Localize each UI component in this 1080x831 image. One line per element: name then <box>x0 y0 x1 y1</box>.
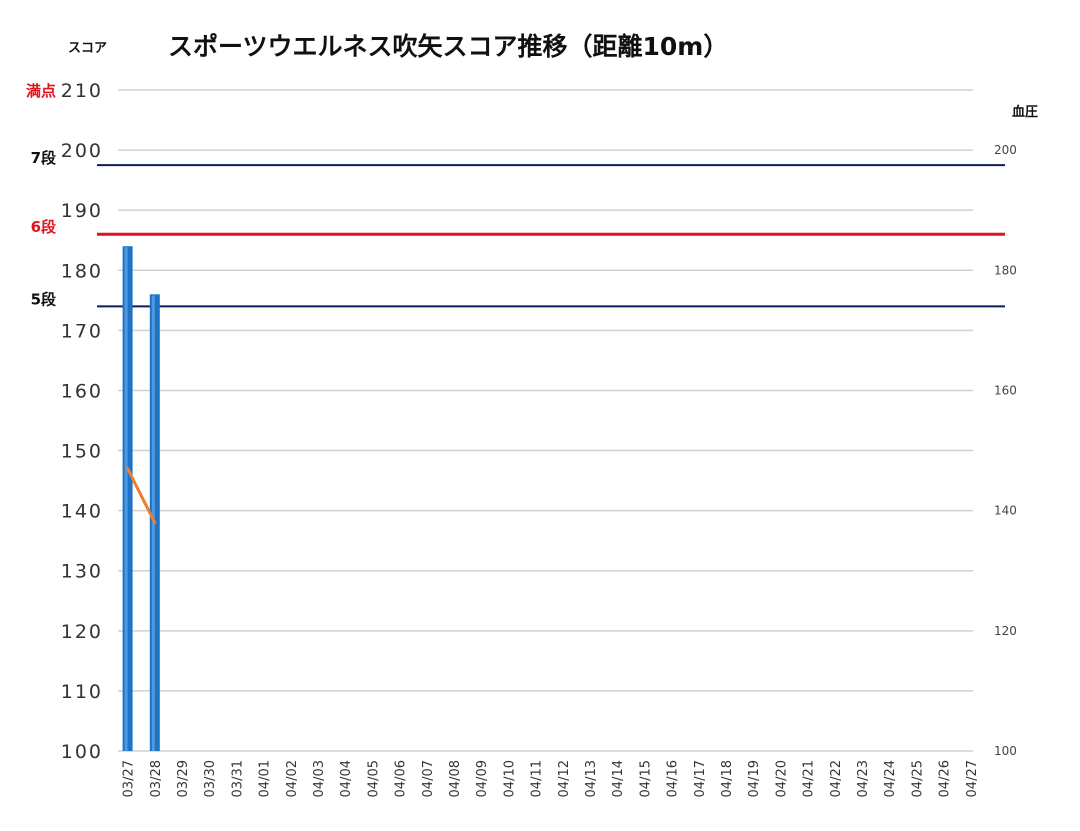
x-tick-label: 04/23 <box>856 760 871 797</box>
x-tick-label: 03/31 <box>230 760 245 797</box>
x-tick-label: 04/08 <box>448 760 463 797</box>
x-tick-label: 04/14 <box>611 760 626 797</box>
y2-tick-label: 120 <box>994 624 1017 638</box>
y-ticks-left: 100 110 120 130 140 150 160 170 180 190 200 210 <box>61 80 103 763</box>
y-tick-label: 130 <box>61 561 103 583</box>
line-series <box>126 467 157 525</box>
y2-tick-label: 180 <box>994 263 1017 277</box>
y-tick-label: 180 <box>61 260 103 282</box>
x-ticks: 03/27 03/28 03/29 03/30 03/31 04/01 04/02 04/03… <box>122 760 980 797</box>
x-tick-label: 04/20 <box>774 760 789 797</box>
reference-label: 7段 <box>31 149 56 167</box>
x-tick-label: 03/30 <box>203 760 218 797</box>
gridlines <box>118 89 973 752</box>
x-tick-label: 03/27 <box>122 760 137 797</box>
x-tick-label: 04/06 <box>394 760 409 797</box>
y2-tick-label: 200 <box>994 143 1017 157</box>
y2-axis-label: 血圧 <box>1012 104 1038 120</box>
y2-tick-label: 100 <box>994 744 1017 758</box>
x-tick-label: 03/28 <box>149 760 164 797</box>
x-tick-label: 03/29 <box>176 760 191 797</box>
blood-pressure-line <box>126 467 157 525</box>
reference-label: 6段 <box>31 218 56 236</box>
x-tick-label: 04/13 <box>584 760 599 797</box>
x-tick-label: 04/27 <box>965 760 980 797</box>
x-tick-label: 04/07 <box>421 760 436 797</box>
x-tick-label: 04/19 <box>747 760 762 797</box>
x-tick-label: 04/22 <box>829 760 844 797</box>
y-tick-label: 140 <box>61 501 103 523</box>
x-tick-label: 04/25 <box>910 760 925 797</box>
x-tick-label: 04/09 <box>475 760 490 797</box>
y-axis-label: スコア <box>68 41 107 56</box>
y-tick-label: 100 <box>61 741 103 763</box>
x-tick-label: 04/02 <box>285 760 300 797</box>
x-tick-label: 04/01 <box>258 760 273 797</box>
x-tick-label: 04/04 <box>339 760 354 797</box>
y-tick-label: 120 <box>61 621 103 643</box>
y2-tick-label: 140 <box>994 504 1017 518</box>
y-tick-label: 190 <box>61 200 103 222</box>
reference-labels: 満点 7段 6段 5段 <box>26 82 56 308</box>
x-tick-label: 04/16 <box>666 760 681 797</box>
y-tick-label: 160 <box>61 380 103 402</box>
chart-title: スポーツウエルネス吹矢スコア推移（距離10m） <box>168 32 728 61</box>
y-tick-label: 200 <box>61 140 103 162</box>
y-ticks-right: 100 120 140 160 180 200 <box>994 143 1017 758</box>
x-tick-label: 04/21 <box>802 760 817 797</box>
x-tick-label: 04/18 <box>720 760 735 797</box>
bar-highlight <box>124 247 128 751</box>
y-tick-label: 150 <box>61 441 103 463</box>
x-tick-label: 04/11 <box>530 760 545 797</box>
y-tick-label: 110 <box>61 681 103 703</box>
x-tick-label: 04/15 <box>638 760 653 797</box>
x-tick-label: 04/26 <box>938 760 953 797</box>
score-bar <box>122 246 133 751</box>
x-tick-label: 04/05 <box>366 760 381 797</box>
x-tick-label: 04/03 <box>312 760 327 797</box>
x-tick-label: 04/10 <box>502 760 517 797</box>
y2-tick-label: 160 <box>994 383 1017 397</box>
x-tick-label: 04/24 <box>883 760 898 797</box>
reference-lines <box>97 164 1005 308</box>
y-tick-label: 210 <box>61 80 103 102</box>
x-tick-label: 04/17 <box>693 760 708 797</box>
reference-label: 5段 <box>31 290 56 308</box>
y-tick-label: 170 <box>61 320 103 342</box>
reference-label: 満点 <box>26 82 56 100</box>
bar-highlight <box>151 295 155 751</box>
x-tick-label: 04/12 <box>557 760 572 797</box>
